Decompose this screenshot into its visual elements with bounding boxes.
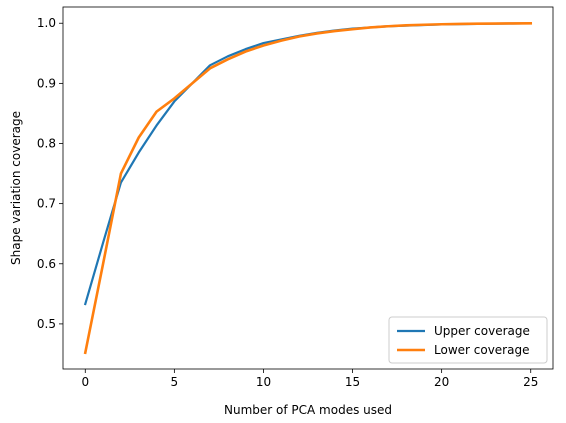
y-tick-label: 0.9	[37, 76, 56, 90]
x-tick-label: 15	[345, 375, 360, 389]
x-tick-label: 10	[256, 375, 271, 389]
axes-frame	[62, 6, 554, 370]
x-axis-ticks: 0 5 10 15 20 25	[81, 369, 538, 389]
x-tick-label: 25	[523, 375, 538, 389]
y-axis-label: Shape variation coverage	[9, 111, 23, 265]
series-line-lower-coverage	[83, 21, 533, 355]
y-tick-label: 1.0	[37, 16, 56, 30]
y-tick-label: 0.7	[37, 197, 56, 211]
legend-box	[388, 316, 548, 364]
x-axis-label: Number of PCA modes used	[224, 403, 392, 417]
x-tick-label: 0	[81, 375, 89, 389]
y-tick-label: 0.5	[37, 317, 56, 331]
legend: Upper coverage Lower coverage	[388, 316, 548, 364]
y-axis-ticks: 0.5 0.6 0.7 0.8 0.9 1.0	[37, 16, 63, 331]
series-layer	[83, 21, 533, 355]
legend-label: Lower coverage	[434, 343, 529, 357]
legend-label: Upper coverage	[434, 324, 530, 338]
x-tick-label: 20	[434, 375, 449, 389]
y-tick-label: 0.8	[37, 137, 56, 151]
x-tick-label: 5	[171, 375, 179, 389]
y-tick-label: 0.6	[37, 257, 56, 271]
